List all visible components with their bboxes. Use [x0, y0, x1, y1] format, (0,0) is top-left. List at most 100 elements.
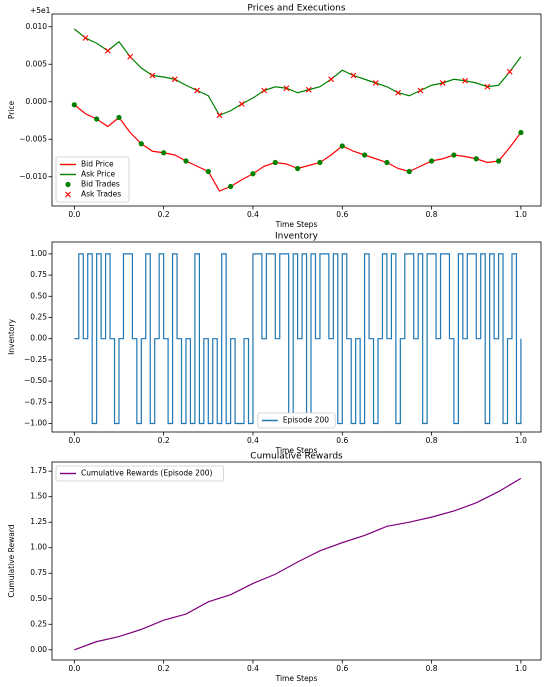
trade-cross — [350, 72, 357, 79]
legend-label: Cumulative Rewards (Episode 200) — [81, 469, 212, 478]
trade-cross — [439, 80, 446, 86]
x-tick-label: 1.0 — [515, 664, 527, 673]
trade-dot — [384, 159, 390, 166]
legend-label: Ask Trades — [81, 190, 121, 199]
y-tick-label: 0.75 — [30, 568, 47, 577]
y-tick-label: 1.25 — [30, 517, 47, 526]
trade-dot — [295, 165, 301, 172]
y-tick-label: 0.50 — [30, 291, 47, 300]
trade-dot — [250, 171, 256, 177]
chart-title: Cumulative Rewards — [250, 452, 343, 462]
axes-frame — [51, 461, 542, 661]
data-line — [73, 104, 522, 192]
y-tick-label: 0.000 — [26, 97, 48, 106]
legend-label: Bid Trades — [81, 180, 120, 189]
trade-cross — [417, 87, 424, 94]
x-tick-label: 0.4 — [247, 210, 259, 219]
legend-box — [55, 465, 225, 482]
trade-cross — [171, 76, 178, 83]
y-tick-label: −0.005 — [19, 134, 47, 143]
x-axis-label: Time Steps — [275, 674, 318, 683]
y-tick-label: 0.75 — [30, 270, 47, 279]
offset-label: +5e1 — [30, 6, 51, 15]
trade-cross — [261, 87, 268, 94]
trade-dot — [362, 152, 368, 158]
y-tick-label: 0.25 — [30, 619, 47, 628]
x-tick-label: 0.8 — [426, 436, 438, 445]
trade-dot — [94, 116, 100, 122]
trade-cross — [506, 68, 513, 75]
trade-dot — [428, 158, 435, 164]
x-tick-label: 0.2 — [158, 210, 170, 219]
x-tick-label: 0.6 — [336, 664, 348, 673]
trade-cross — [127, 53, 134, 60]
legend-box — [257, 412, 336, 429]
x-tick-label: 0.4 — [247, 436, 259, 445]
trade-cross — [484, 83, 491, 90]
trade-cross — [216, 112, 223, 119]
trade-cross — [462, 77, 469, 84]
y-tick-label: 1.50 — [30, 492, 47, 501]
trade-dot — [228, 183, 234, 190]
y-tick-label: 0.00 — [30, 334, 47, 343]
x-tick-label: 0.6 — [336, 436, 348, 445]
trade-cross — [149, 72, 156, 79]
trade-cross — [238, 101, 245, 107]
trade-cross — [82, 35, 89, 41]
x-axis-label: Time Steps — [275, 220, 318, 229]
y-tick-label: 0.25 — [30, 312, 47, 321]
trade-dot — [406, 168, 412, 175]
trade-cross — [328, 76, 335, 83]
x-tick-label: 1.0 — [515, 436, 527, 445]
legend: Episode 200 — [257, 412, 336, 429]
trade-dot — [138, 141, 144, 147]
x-tick-label: 0.8 — [426, 664, 438, 673]
trade-dot — [71, 102, 77, 108]
trade-dot — [495, 158, 502, 164]
trade-dot — [205, 168, 211, 175]
legend-box — [55, 156, 130, 203]
x-tick-label: 1.0 — [515, 210, 527, 219]
y-tick-label: 0.005 — [26, 59, 48, 68]
trade-dot — [116, 114, 122, 121]
trade-dot — [518, 129, 524, 136]
trade-dot — [183, 158, 189, 164]
trade-cross — [372, 80, 379, 86]
data-line — [74, 477, 522, 651]
y-tick-label: −1.00 — [24, 419, 47, 428]
legend-swatch — [65, 191, 71, 198]
y-tick-label: 0.50 — [30, 594, 47, 603]
trade-cross — [283, 85, 290, 92]
axes-frame — [51, 13, 542, 207]
trade-dot — [161, 150, 167, 156]
y-tick-label: 1.00 — [30, 543, 47, 552]
trade-dot — [272, 159, 278, 166]
chart-title: Prices and Executions — [247, 4, 345, 14]
y-tick-label: −0.25 — [24, 355, 47, 364]
x-tick-label: 0.8 — [426, 210, 438, 219]
legend-label: Ask Price — [81, 170, 115, 179]
trade-cross — [395, 89, 402, 96]
y-tick-label: −0.75 — [24, 397, 47, 406]
legend: Cumulative Rewards (Episode 200) — [55, 465, 225, 482]
trade-dot — [339, 143, 345, 149]
x-axis-label: Time Steps — [275, 446, 318, 455]
chart-title: Inventory — [275, 232, 319, 242]
y-tick-label: 0.010 — [26, 22, 48, 31]
x-tick-label: 0.0 — [68, 436, 80, 445]
x-tick-label: 0.0 — [68, 210, 80, 219]
y-tick-label: −0.50 — [24, 376, 47, 385]
x-tick-label: 0.4 — [247, 664, 259, 673]
x-tick-label: 0.2 — [158, 436, 170, 445]
trade-dot — [317, 159, 323, 166]
y-axis-label: Cumulative Reward — [7, 524, 16, 597]
trade-cross — [305, 86, 312, 93]
legend-label: Episode 200 — [283, 416, 329, 425]
y-tick-label: 1.00 — [30, 249, 47, 258]
x-tick-label: 0.2 — [158, 664, 170, 673]
axes-frame — [51, 241, 542, 433]
trade-dot — [473, 156, 479, 162]
y-axis-label: Price — [7, 100, 16, 119]
